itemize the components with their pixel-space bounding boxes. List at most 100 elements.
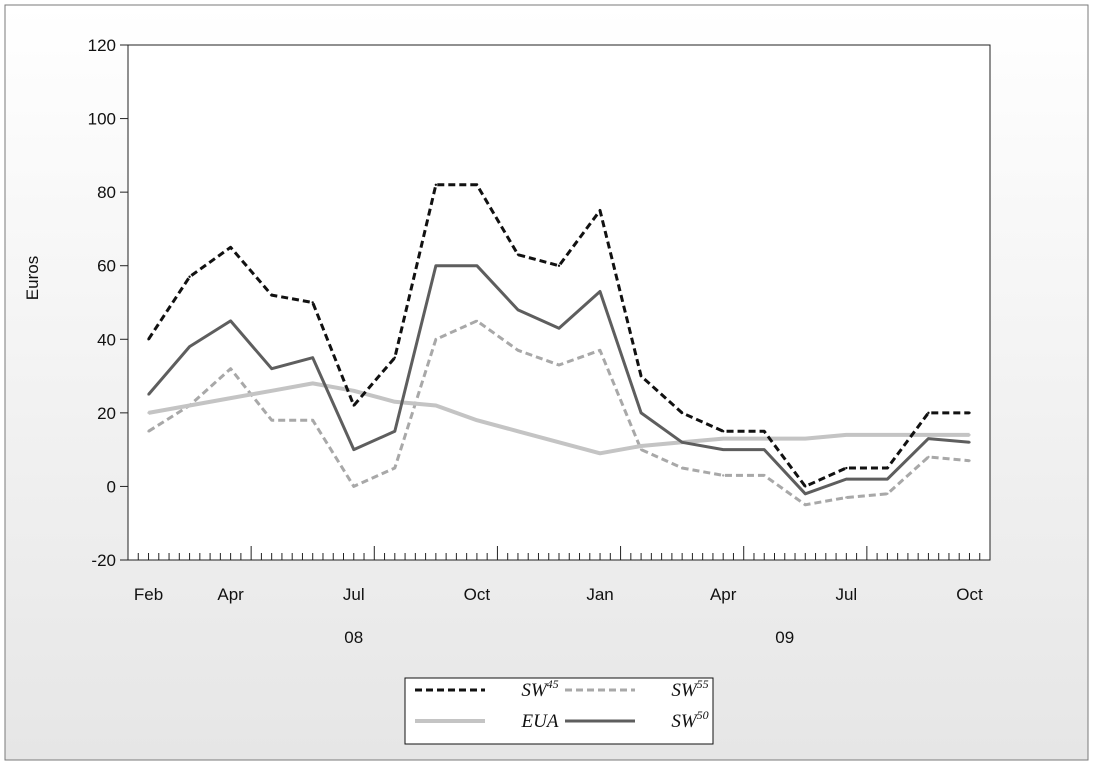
data-point-sw50 — [311, 356, 314, 359]
data-point-sw55 — [270, 419, 273, 422]
x-tick-label: Apr — [710, 585, 737, 604]
data-point-sw45 — [516, 253, 520, 256]
data-point-sw50 — [270, 367, 273, 370]
data-point-sw45 — [188, 275, 191, 278]
legend-label: SW45 — [521, 677, 558, 701]
data-point-sw50 — [968, 441, 971, 444]
y-tick-label: 80 — [97, 183, 116, 202]
x-tick-label: Oct — [464, 585, 491, 604]
data-point-eua — [475, 419, 479, 422]
legend-label: EUA — [521, 711, 559, 732]
data-point-sw55 — [639, 448, 643, 451]
y-tick-label: 120 — [88, 36, 116, 55]
data-point-sw50 — [475, 264, 479, 267]
data-point-sw45 — [229, 246, 232, 249]
data-point-sw45 — [393, 356, 397, 359]
legend-label: SW55 — [671, 677, 708, 701]
data-point-eua — [598, 452, 602, 455]
data-point-sw50 — [886, 477, 889, 481]
data-point-sw45 — [352, 404, 355, 407]
data-point-eua — [845, 433, 848, 437]
data-point-sw45 — [270, 293, 273, 297]
series-line-sw45 — [147, 183, 970, 488]
data-point-sw45 — [804, 485, 807, 488]
legend: SW45 SW55 EUA SW50 — [404, 677, 714, 745]
data-point-eua — [927, 433, 930, 437]
data-point-sw55 — [598, 349, 602, 352]
data-point-sw45 — [434, 183, 438, 186]
data-point-sw45 — [845, 466, 848, 470]
data-point-eua — [393, 400, 397, 404]
data-point-sw45 — [763, 430, 766, 433]
data-point-eua — [311, 382, 314, 385]
data-point-sw45 — [721, 430, 725, 433]
legend-box — [404, 677, 714, 745]
y-tick-label: 60 — [97, 257, 116, 276]
data-point-eua — [352, 389, 355, 392]
data-point-sw50 — [845, 477, 848, 481]
data-point-sw45 — [147, 338, 150, 341]
data-point-sw50 — [352, 448, 355, 451]
data-point-sw55 — [763, 474, 766, 477]
data-point-sw55 — [845, 496, 848, 499]
data-point-sw45 — [639, 374, 643, 378]
data-point-sw45 — [598, 209, 602, 212]
x-tick-label: Apr — [217, 585, 244, 604]
y-tick-label: 100 — [88, 110, 116, 129]
data-point-sw50 — [680, 441, 684, 444]
legend-label: SW50 — [671, 708, 708, 732]
data-point-sw55 — [475, 319, 479, 323]
data-point-eua — [763, 437, 766, 440]
y-axis: -20 0 20 40 60 80 100 120 — [88, 36, 128, 570]
data-point-sw55 — [147, 430, 150, 433]
data-point-sw55 — [352, 485, 355, 488]
data-point-sw45 — [475, 183, 479, 186]
x-tick-label: Jan — [586, 585, 613, 604]
x-tick-label: Jul — [343, 585, 365, 604]
data-point-eua — [434, 404, 438, 407]
x-tick-label: Feb — [134, 585, 163, 604]
data-point-eua — [516, 430, 520, 433]
data-point-sw45 — [927, 411, 930, 415]
data-point-sw55 — [804, 503, 807, 507]
data-point-sw55 — [393, 466, 397, 470]
data-point-sw55 — [927, 455, 930, 459]
data-point-eua — [804, 437, 807, 440]
plot-area — [127, 44, 991, 561]
data-point-sw50 — [639, 411, 643, 415]
data-point-sw50 — [721, 448, 725, 451]
data-point-sw50 — [393, 430, 397, 433]
data-point-sw55 — [680, 466, 684, 470]
data-point-eua — [639, 444, 643, 448]
x-tick-label: Jul — [835, 585, 857, 604]
data-point-sw50 — [804, 492, 807, 495]
y-tick-label: 40 — [97, 330, 116, 349]
data-point-sw50 — [188, 345, 191, 348]
data-point-sw55 — [229, 367, 232, 370]
data-point-sw50 — [229, 319, 232, 323]
data-point-sw45 — [680, 411, 684, 415]
series-layer — [147, 183, 971, 507]
data-point-eua — [721, 437, 725, 440]
x-axis: Feb Apr Jul Oct Jan Apr Jul Oct 08 09 — [127, 546, 991, 647]
data-point-eua — [557, 441, 561, 444]
data-point-sw55 — [968, 459, 971, 462]
data-point-sw50 — [557, 327, 561, 330]
y-axis-label: Euros — [23, 256, 42, 300]
x-year-label: 09 — [775, 628, 794, 647]
data-point-sw50 — [598, 290, 602, 293]
x-year-label: 08 — [344, 628, 363, 647]
data-point-eua — [270, 389, 273, 392]
data-point-sw50 — [147, 393, 150, 396]
data-point-eua — [968, 433, 971, 437]
data-point-sw50 — [434, 264, 438, 267]
data-point-sw45 — [311, 301, 314, 304]
data-point-sw55 — [886, 492, 889, 495]
y-tick-label: 0 — [107, 477, 116, 496]
data-point-sw45 — [886, 466, 889, 470]
data-point-sw55 — [434, 338, 438, 341]
data-point-sw50 — [763, 448, 766, 451]
data-point-sw45 — [557, 264, 561, 267]
